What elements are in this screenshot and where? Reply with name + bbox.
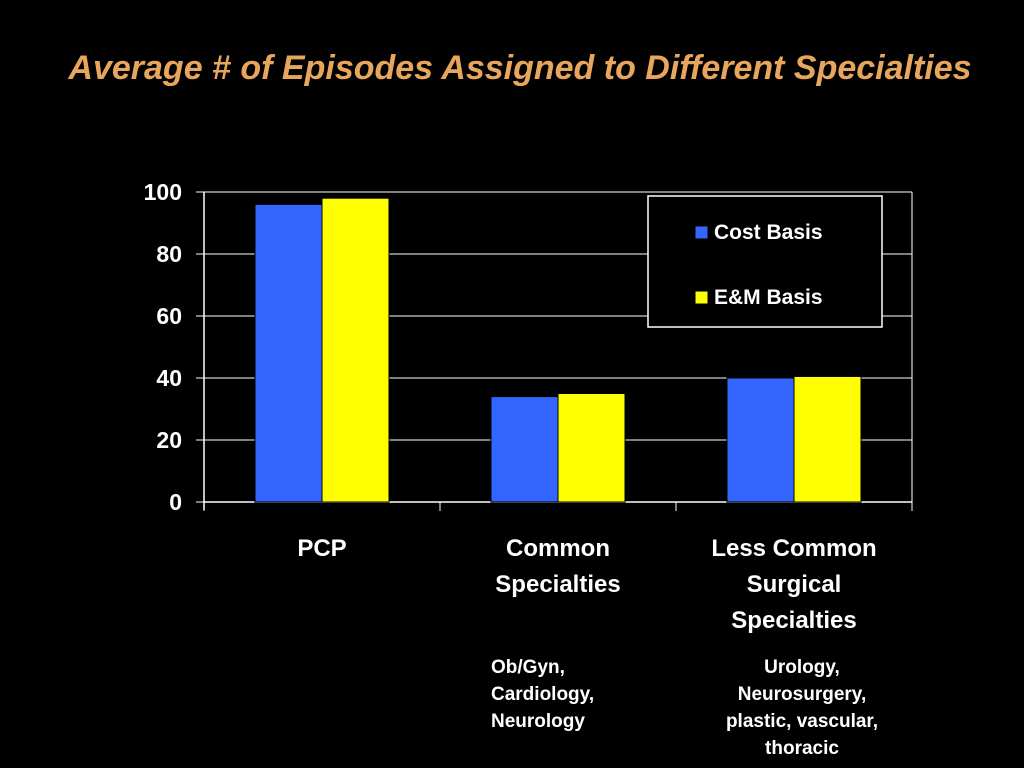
y-tick-label: 60 <box>156 303 182 329</box>
chart-title: Average # of Episodes Assigned to Differ… <box>68 49 972 87</box>
legend-label: E&M Basis <box>714 286 823 309</box>
y-tick-label: 20 <box>156 427 182 453</box>
y-tick-label: 0 <box>169 489 182 515</box>
x-category-label: Less Common Surgical Specialties <box>711 535 876 634</box>
bar-em-basis <box>793 375 862 503</box>
bar-cost-basis <box>726 377 795 503</box>
y-tick-label: 100 <box>144 179 182 205</box>
bar-em-basis <box>557 393 626 503</box>
x-category-label: Common Specialties <box>495 535 620 598</box>
legend-label: Cost Basis <box>714 221 823 244</box>
common-specialties-annotation: Ob/Gyn, Cardiology, Neurology <box>491 657 595 732</box>
y-tick-label: 80 <box>156 241 182 267</box>
bar-em-basis <box>321 197 390 503</box>
legend-box <box>647 195 883 328</box>
bar-cost-basis <box>490 396 559 503</box>
legend-swatch <box>694 290 709 305</box>
y-tick-label: 40 <box>156 365 182 391</box>
less-common-specialties-annotation: Urology, Neurosurgery, plastic, vascular… <box>725 657 879 759</box>
legend-swatch <box>694 225 709 240</box>
x-category-label: PCP <box>297 535 346 562</box>
bar-cost-basis <box>254 203 323 503</box>
